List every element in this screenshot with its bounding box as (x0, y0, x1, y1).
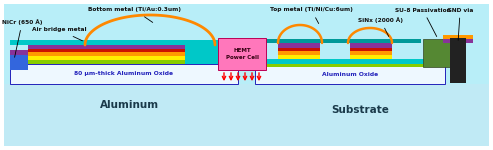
Bar (10, 40, 230, 45)
Bar (10, 50, 28, 55)
Bar (278, 48, 320, 51)
Bar (450, 38, 466, 83)
Bar (350, 48, 392, 51)
Bar (218, 38, 266, 70)
Text: Bottom metal (Ti/Au:0.3um): Bottom metal (Ti/Au:0.3um) (88, 8, 181, 22)
Bar (423, 39, 463, 67)
Bar (185, 40, 225, 45)
Bar (266, 59, 462, 64)
Text: Top metal (Ti/Ni/Cu:6um): Top metal (Ti/Ni/Cu:6um) (270, 8, 353, 24)
Bar (350, 51, 392, 55)
Bar (10, 52, 28, 70)
Bar (350, 55, 392, 59)
Text: NiCr (650 Å): NiCr (650 Å) (2, 19, 42, 57)
Bar (10, 58, 238, 64)
Bar (28, 60, 220, 64)
Bar (278, 55, 320, 59)
Bar (4, 84, 489, 146)
Bar (266, 62, 462, 67)
Text: SiNx (2000 Å): SiNx (2000 Å) (358, 17, 403, 36)
Bar (278, 51, 320, 55)
Bar (28, 56, 220, 60)
Bar (185, 44, 225, 64)
Text: Aluminum Oxide: Aluminum Oxide (322, 72, 378, 78)
Bar (28, 49, 188, 52)
Bar (350, 43, 392, 48)
Bar (278, 43, 320, 48)
Text: 80 µm-thick Aluminum Oxide: 80 µm-thick Aluminum Oxide (74, 72, 174, 76)
Bar (266, 39, 421, 43)
Text: SU-8 Passivation: SU-8 Passivation (395, 8, 451, 37)
Text: GND via: GND via (447, 8, 473, 40)
Bar (10, 64, 238, 84)
Text: Air bridge metal: Air bridge metal (32, 27, 87, 41)
Bar (28, 52, 188, 56)
Bar (255, 66, 445, 84)
Text: HEMT
Power Cell: HEMT Power Cell (225, 48, 258, 60)
Bar (443, 35, 473, 39)
Bar (443, 39, 473, 43)
Bar (28, 45, 188, 49)
Text: Substrate: Substrate (331, 105, 389, 115)
Text: Aluminum: Aluminum (101, 100, 160, 110)
